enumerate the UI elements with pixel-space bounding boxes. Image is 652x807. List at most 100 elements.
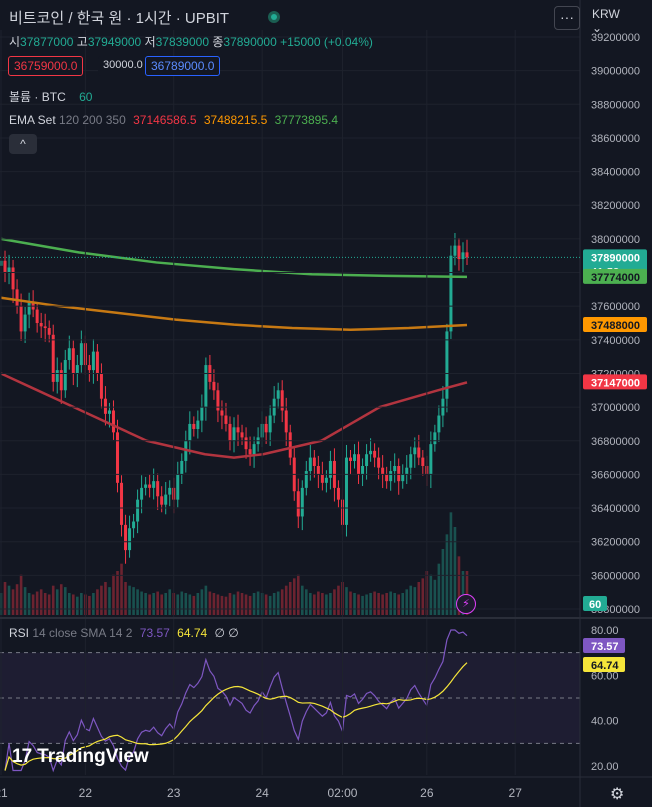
- volume-bar: [268, 595, 272, 615]
- price-tick-label: 38800000: [591, 99, 640, 111]
- volume-bar: [208, 591, 212, 615]
- currency-selector[interactable]: KRW ⌄: [592, 7, 620, 35]
- volume-bar: [248, 595, 252, 615]
- market-open-icon: [268, 11, 280, 23]
- volume-bar: [148, 594, 151, 615]
- price-tick-label: 38000000: [591, 234, 640, 246]
- more-options-icon[interactable]: ···: [554, 6, 580, 30]
- candle-body: [188, 423, 192, 441]
- spread-value: 30000.0: [98, 56, 148, 76]
- candle-body: [63, 360, 67, 391]
- candle-body: [51, 334, 55, 382]
- candle-body: [200, 407, 204, 421]
- time-tick-label: 21: [0, 786, 8, 800]
- rsi-legend[interactable]: RSI 14 close SMA 14 2 73.57 64.74 ∅ ∅: [9, 626, 239, 640]
- volume-bar: [417, 582, 421, 615]
- volume-bar: [31, 594, 35, 615]
- candle-body: [413, 447, 417, 455]
- candle-body: [196, 420, 200, 429]
- candle-body: [445, 331, 449, 399]
- volume-bar: [59, 584, 63, 615]
- volume-legend[interactable]: 볼륨 · BTC 60: [9, 88, 92, 105]
- candle-body: [377, 457, 381, 468]
- volume-bar: [11, 589, 15, 615]
- volume-bar: [124, 582, 127, 615]
- candle-body: [148, 484, 152, 488]
- candle-body: [35, 309, 39, 323]
- symbol-title[interactable]: 비트코인 / 한국 원 · 1시간 · UPBIT: [9, 10, 230, 27]
- buy-button[interactable]: 36789000.0: [145, 56, 221, 76]
- volume-bar: [288, 582, 292, 615]
- ema350-price-label: 37774000: [591, 272, 640, 284]
- time-tick-label: 22: [79, 786, 93, 800]
- candle-body: [373, 450, 377, 458]
- sell-button[interactable]: 36759000.0: [8, 56, 84, 76]
- chevron-down-icon: ⌄: [592, 21, 603, 35]
- candle-body: [300, 487, 304, 517]
- candlesticks: [0, 232, 469, 564]
- candle-body: [308, 457, 312, 472]
- collapse-legend-button[interactable]: ^: [9, 134, 37, 154]
- volume-bar: [305, 589, 308, 615]
- volume-bar: [461, 571, 465, 615]
- last-price-label: 37890000: [591, 252, 640, 264]
- candle-body: [369, 450, 373, 455]
- volume-bar: [15, 584, 19, 615]
- candle-body: [236, 427, 240, 433]
- candle-body: [95, 351, 99, 374]
- ema120-tag: [583, 374, 647, 390]
- candle-body: [232, 427, 236, 441]
- ema200-price-label: 37488000: [591, 320, 640, 332]
- price-tick-label: 36600000: [591, 469, 640, 481]
- change-value: +15000 (+0.04%): [280, 35, 373, 49]
- candle-body: [120, 482, 124, 525]
- gear-icon[interactable]: ⚙: [610, 786, 625, 803]
- rsi-sma-label: 64.74: [591, 660, 619, 672]
- rsi-pane: 80.00 60.00 40.00 20.00 73.57 64.74: [0, 625, 625, 773]
- volume-bar: [264, 594, 268, 615]
- volume-bar: [349, 591, 352, 615]
- volume-bar: [409, 585, 413, 615]
- candle-body: [453, 245, 457, 256]
- volume-bar: [284, 585, 288, 615]
- ema350-tag: [583, 268, 647, 284]
- volume-bar: [19, 574, 23, 615]
- volume-bar: [449, 512, 453, 615]
- rsi-sma-legend-value: 64.74: [177, 626, 208, 640]
- price-tick-label: 39000000: [591, 66, 640, 78]
- candle-body: [23, 314, 27, 332]
- price-tick-label: 36400000: [591, 503, 640, 515]
- volume-bar: [176, 594, 180, 615]
- volume-bar: [236, 591, 240, 615]
- candle-body: [349, 457, 352, 461]
- rsi-sma-tag: [583, 657, 625, 672]
- volume-bar: [240, 593, 244, 615]
- tradingview-logo[interactable]: 17 TradingView: [12, 746, 149, 768]
- candle-body: [103, 398, 107, 414]
- candle-body: [457, 245, 461, 260]
- volume-bar: [216, 594, 220, 615]
- volume-bar: [317, 591, 320, 615]
- volume-bar: [377, 593, 380, 615]
- ema350-value: 37773895.4: [274, 113, 339, 127]
- ema-legend[interactable]: EMA Set 120 200 350 37146586.5 37488215.…: [9, 113, 338, 127]
- candle-body: [160, 496, 164, 505]
- volume-bar: [445, 534, 449, 615]
- candle-body: [429, 444, 433, 475]
- rsi-tick-label: 80.00: [591, 625, 619, 637]
- lightning-icon[interactable]: ⚡: [456, 594, 476, 614]
- candle-body: [152, 481, 156, 488]
- candle-body: [3, 260, 7, 273]
- volume-bar: [212, 593, 216, 615]
- volume-bar: [453, 527, 457, 615]
- candle-body: [99, 373, 103, 399]
- candle-body: [67, 348, 71, 361]
- candle-body: [164, 494, 168, 505]
- candle-body: [43, 326, 47, 329]
- candle-body: [288, 432, 292, 458]
- brand-name: TradingView: [37, 746, 149, 767]
- candle-body: [361, 466, 365, 475]
- candle-body: [47, 328, 51, 335]
